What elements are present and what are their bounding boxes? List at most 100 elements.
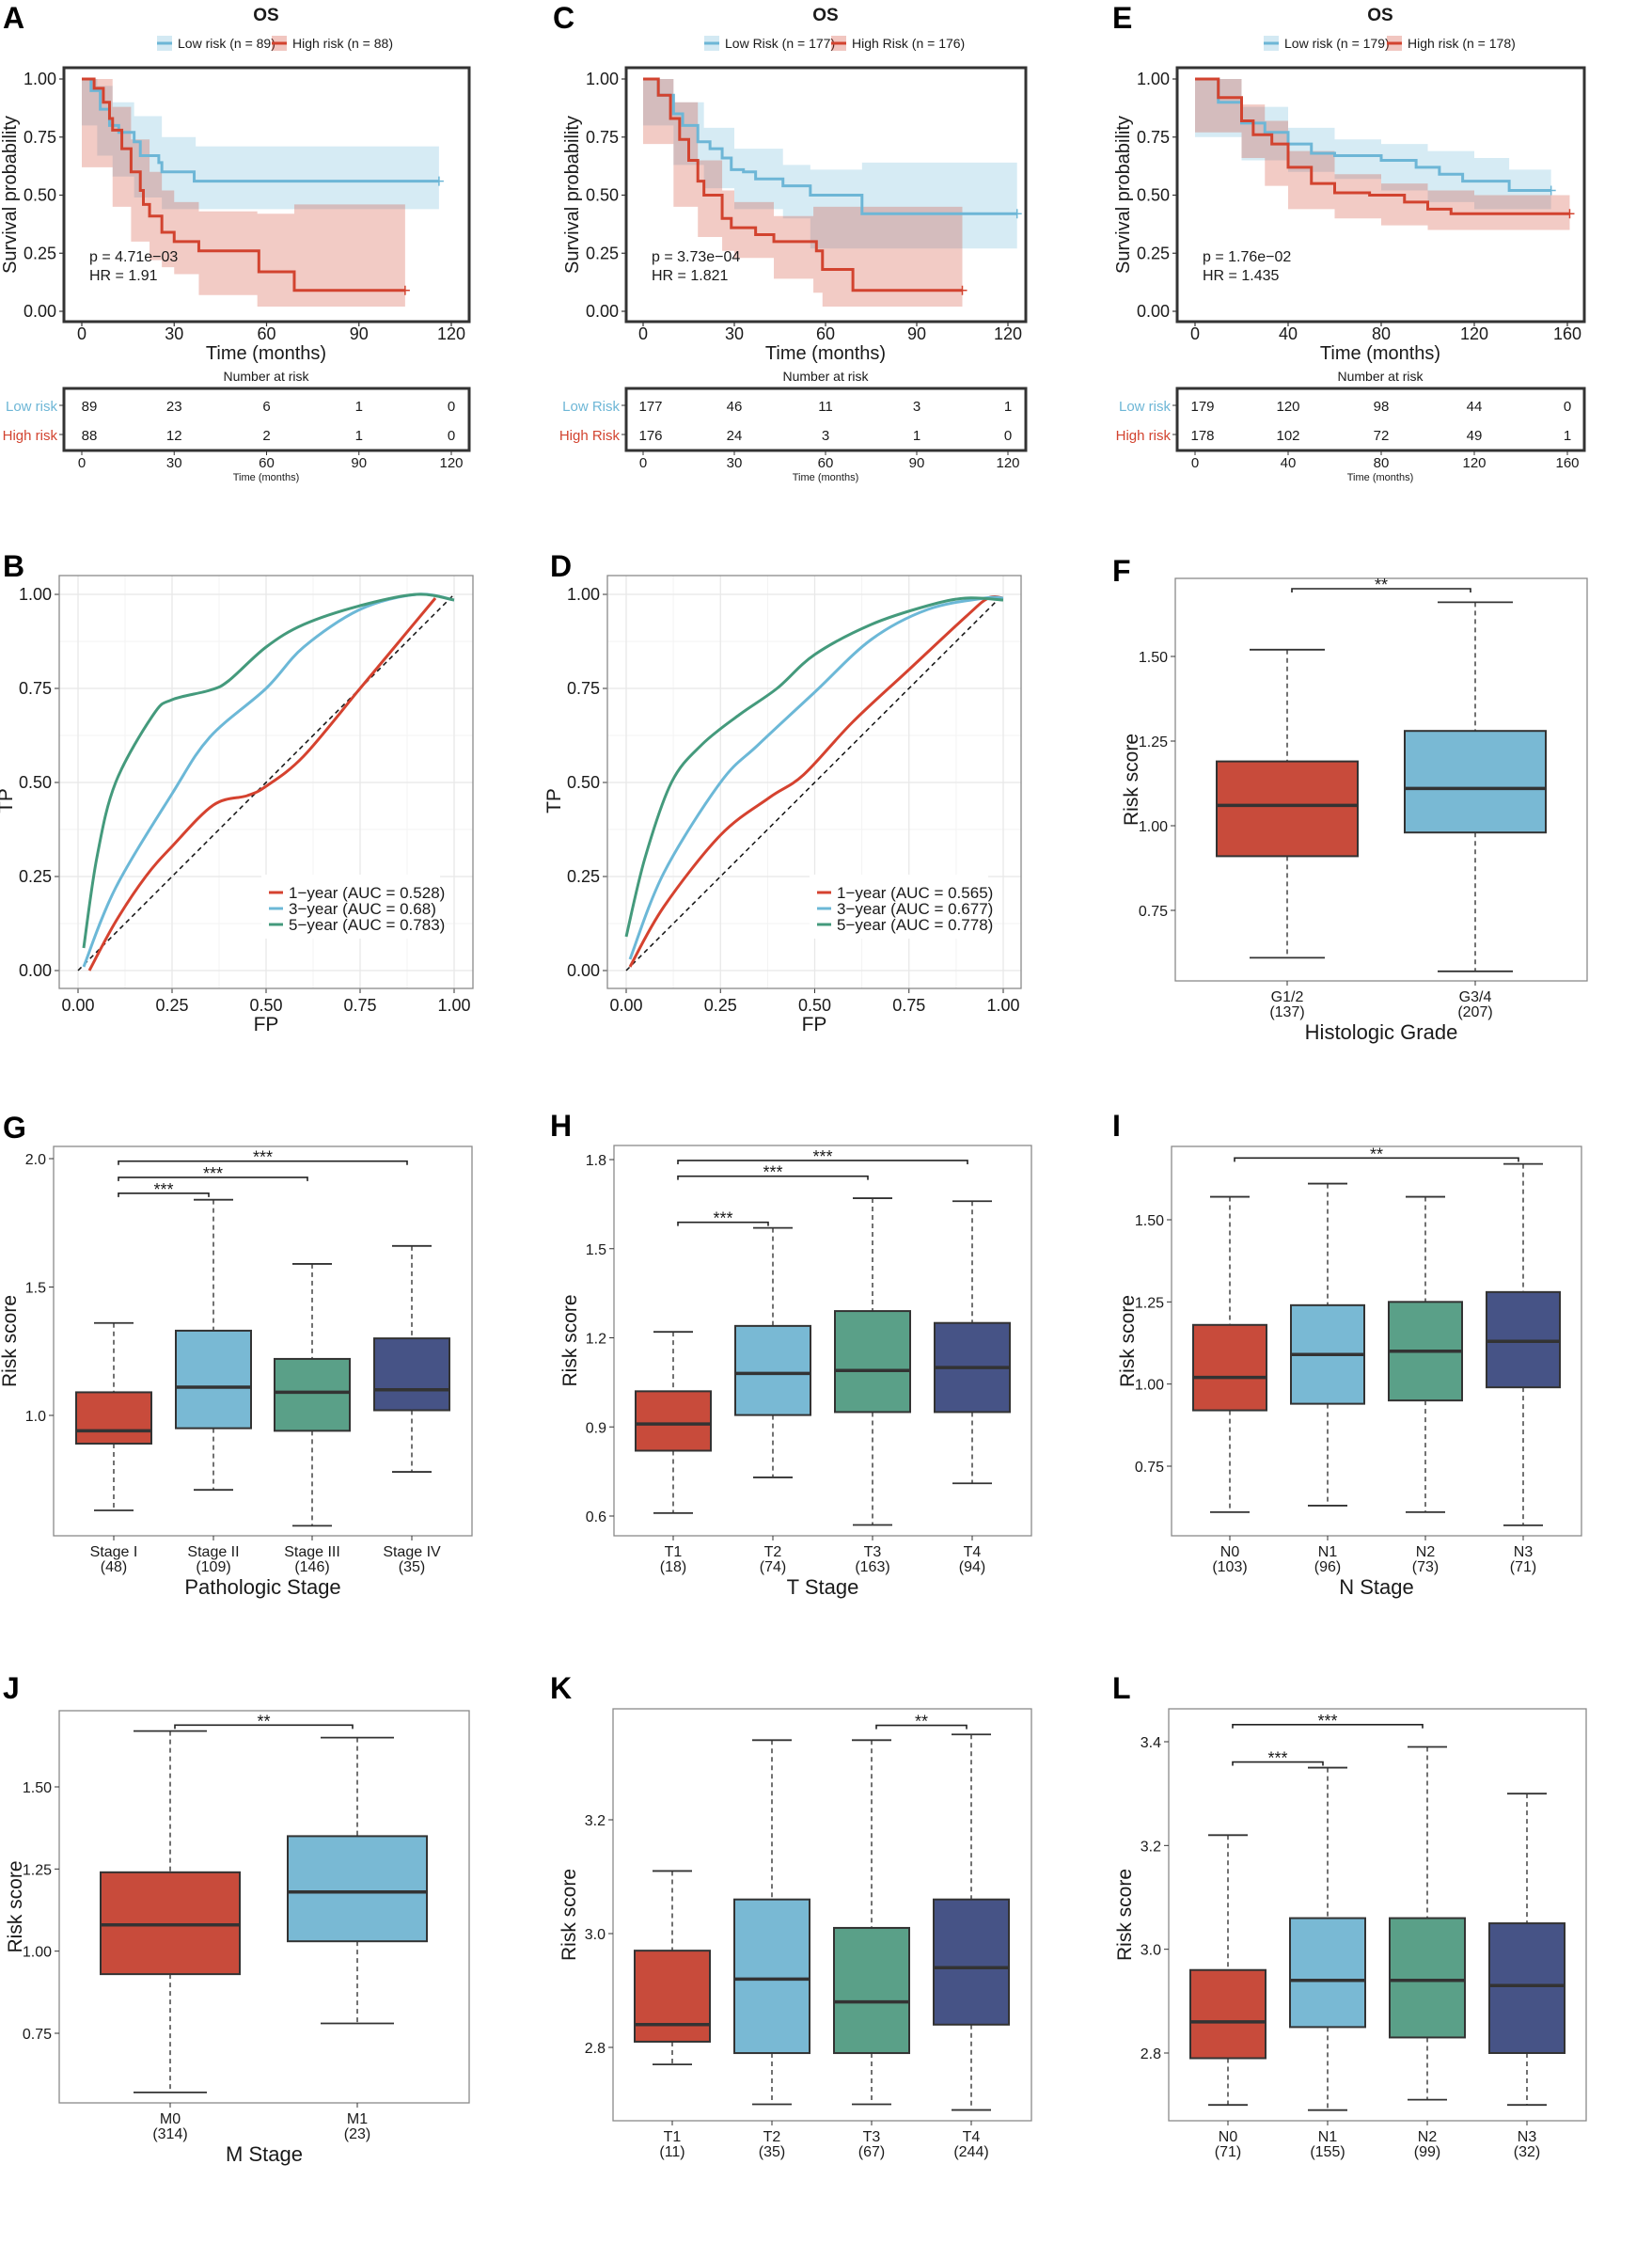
y-axis-title: Survival probability (1113, 116, 1134, 274)
panel-label: J (3, 1671, 20, 1705)
category-label: T4 (963, 2129, 981, 2145)
y-tick-label: 0.25 (586, 244, 619, 262)
y-tick-label: 1.00 (19, 585, 52, 604)
legend-label: Low risk (n = 179) (1284, 36, 1390, 51)
significance-stars: ** (915, 1713, 928, 1731)
legend-label: 1−year (AUC = 0.565) (837, 884, 993, 902)
confidence-band-high (643, 79, 963, 308)
significance-bracket (1232, 1761, 1324, 1766)
y-tick-label: 0.6 (586, 1509, 606, 1525)
plot-background (64, 68, 469, 322)
risk-count: 88 (82, 428, 98, 444)
x-tick-label: 80 (1374, 455, 1390, 471)
category-count: (67) (858, 2144, 885, 2160)
x-tick-label: 60 (257, 324, 275, 343)
category-label: T3 (863, 2129, 881, 2145)
y-tick-label: 1.50 (1135, 1213, 1164, 1229)
roc-panel-B: 0.00 0.00 0.25 0.25 0.50 0.50 0.75 0.75 1.00 1.00… (0, 575, 474, 1035)
x-tick-label: 1.00 (986, 996, 1019, 1015)
x-tick-label: 90 (907, 324, 926, 343)
y-tick-label: 0.50 (1137, 186, 1170, 205)
significance-stars: *** (1267, 1749, 1287, 1768)
y-tick-label: 0.50 (567, 773, 600, 792)
x-tick-label: 0 (638, 324, 648, 343)
boxplot-panel-H: 0.6 0.9 1.2 1.5 1.8 T1(18) T2(74) T3(163) T4(94)… (559, 1145, 1032, 1599)
y-axis-title: Survival probability (562, 116, 583, 274)
box-t4 (933, 1733, 1010, 2111)
category-label: Stage I (90, 1544, 138, 1560)
interquartile-box (734, 1324, 811, 1416)
y-tick-label: 0.25 (24, 244, 56, 262)
category-label: Stage II (187, 1544, 239, 1560)
risk-row-label: High risk (1116, 428, 1172, 444)
risk-table-title: Number at risk (1337, 369, 1424, 384)
legend-label: 5−year (AUC = 0.783) (289, 916, 445, 934)
x-tick-label: 1.00 (437, 996, 470, 1015)
y-tick-label: 1.5 (25, 1281, 46, 1297)
x-tick-label: 90 (351, 455, 367, 471)
y-tick-label: 0.75 (19, 679, 52, 698)
censor-mark (1012, 209, 1022, 219)
interquartile-box (634, 1950, 711, 2043)
panel-label: I (1112, 1109, 1121, 1143)
significance-bracket (677, 1175, 869, 1180)
interquartile-box (933, 1898, 1010, 2026)
y-axis-title: Risk score (1121, 734, 1142, 826)
significance-bracket (118, 1160, 408, 1165)
category-count: (99) (1414, 2144, 1440, 2160)
x-tick-label: 160 (1553, 324, 1581, 343)
category-count: (103) (1212, 1559, 1247, 1575)
category-label: N1 (1318, 1544, 1338, 1560)
y-tick-label: 1.5 (586, 1242, 606, 1258)
significance-bracket (677, 1221, 769, 1226)
x-axis-title: Time (months) (765, 343, 886, 364)
y-tick-label: 2.8 (585, 2041, 606, 2057)
significance-stars: ** (257, 1712, 270, 1730)
risk-count: 24 (727, 428, 743, 444)
y-tick-label: 1.00 (24, 70, 56, 88)
risk-count: 6 (262, 399, 270, 415)
category-count: (96) (1314, 1559, 1341, 1575)
interquartile-box (733, 1898, 810, 2055)
y-tick-label: 1.00 (1139, 819, 1168, 835)
y-axis-title: Risk score (1117, 1295, 1139, 1387)
x-tick-label: 0.25 (704, 996, 737, 1015)
risk-count: 120 (1276, 399, 1299, 415)
legend-background (261, 875, 440, 939)
box-m1 (287, 1736, 428, 2025)
boxplot-panel-F: 0.75 1.00 1.25 1.50 G1/2(137) G3/4(207) ** Hist… (1121, 576, 1588, 1044)
p-value-annotation: p = 4.71e−03 (89, 249, 178, 265)
significance-bracket (1234, 1157, 1519, 1162)
box-stage-i (75, 1321, 152, 1511)
significance-stars: *** (203, 1164, 223, 1183)
x-tick-label: 0.00 (609, 996, 642, 1015)
box-g1-2 (1216, 648, 1359, 959)
x-tick-label: 0 (78, 455, 86, 471)
risk-table-x-title: Time (months) (1347, 472, 1414, 483)
y-tick-label: 1.0 (25, 1409, 46, 1425)
interquartile-box (833, 1926, 910, 2055)
y-tick-label: 1.2 (586, 1332, 606, 1348)
y-tick-label: 0.50 (19, 773, 52, 792)
legend: 1−year (AUC = 0.565)3−year (AUC = 0.677)… (810, 875, 993, 939)
risk-row-label: Low risk (6, 399, 58, 415)
x-tick-label: 90 (909, 455, 925, 471)
category-count: (23) (344, 2126, 370, 2142)
risk-row-label: High risk (3, 428, 58, 444)
box-n1 (1290, 1182, 1365, 1507)
y-tick-label: 1.00 (1137, 70, 1170, 88)
x-tick-label: 0.75 (892, 996, 925, 1015)
y-tick-label: 0.75 (1139, 904, 1168, 920)
risk-count: 89 (82, 399, 98, 415)
x-tick-label: 120 (996, 455, 1019, 471)
interquartile-box (1488, 1922, 1565, 2055)
box-n2 (1388, 1195, 1463, 1513)
category-label: M1 (347, 2111, 368, 2127)
y-tick-label: 0.25 (1137, 244, 1170, 262)
legend-background (810, 875, 988, 939)
box-g3-4 (1404, 601, 1547, 972)
interquartile-box (834, 1310, 911, 1414)
significance-stars: *** (713, 1209, 732, 1228)
risk-count: 0 (448, 428, 455, 444)
censor-mark (433, 176, 444, 186)
